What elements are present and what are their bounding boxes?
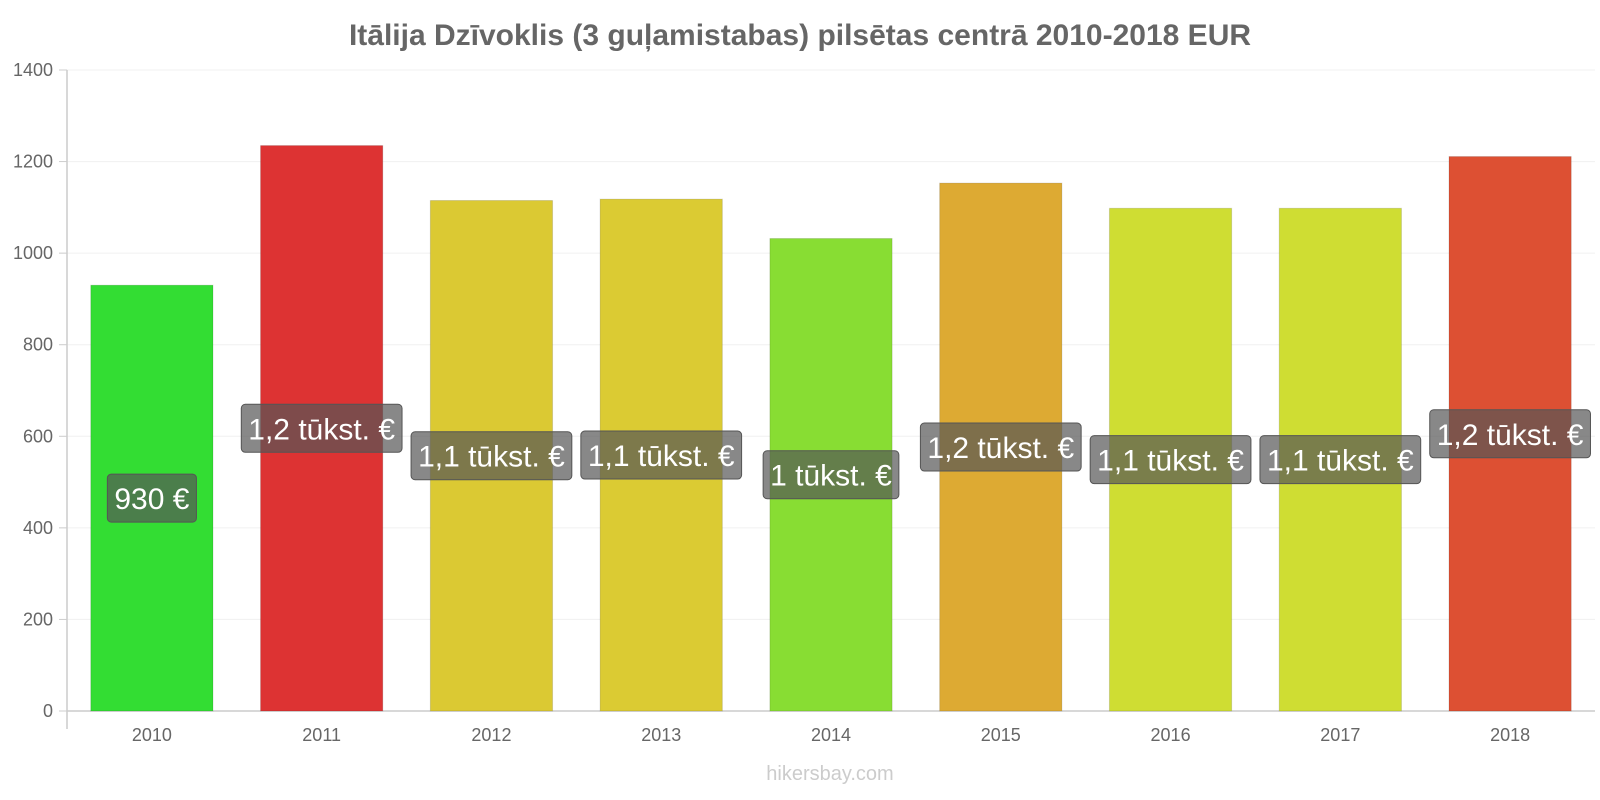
data-label-2013: 1,1 tūkst. € (580, 430, 743, 480)
data-label-box (240, 403, 403, 453)
data-label-2016: 1,1 tūkst. € (1089, 435, 1252, 485)
x-tick-label: 2014 (811, 725, 851, 745)
y-tick-label: 1200 (13, 152, 53, 172)
data-label-box (410, 431, 573, 481)
data-label-text: 1,2 tūkst. € (927, 432, 1074, 465)
data-label-text: 1,2 tūkst. € (248, 413, 395, 446)
y-tick-labels: 0 200 400 600 800 1000 1200 1400 (13, 60, 67, 721)
data-label-text: 1,1 tūkst. € (1097, 445, 1244, 478)
data-label-text: 1,1 tūkst. € (1267, 445, 1414, 478)
chart-title: Itālija Dzīvoklis (3 guļamistabas) pilsē… (349, 19, 1251, 52)
data-label-2010: 930 € (106, 473, 197, 523)
x-tick-label: 2012 (471, 725, 511, 745)
x-tick-label: 2018 (1490, 725, 1530, 745)
x-tick-label: 2016 (1151, 725, 1191, 745)
data-label-2018: 1,2 tūkst. € (1429, 409, 1591, 459)
y-tick-label: 800 (23, 335, 53, 355)
data-label-text: 930 € (114, 483, 189, 516)
data-label-text: 1,1 tūkst. € (588, 440, 735, 473)
data-label-box (1429, 409, 1591, 459)
y-tick-label: 200 (23, 609, 53, 629)
data-label-2011: 1,2 tūkst. € (240, 403, 403, 453)
data-label-2014: 1 tūkst. € (762, 450, 900, 500)
credit-text: hikersbay.com (766, 763, 893, 785)
data-label-2015: 1,2 tūkst. € (919, 422, 1082, 472)
x-tick-labels: 2010 2011 2012 2013 2014 2015 2016 2017 2018 (132, 725, 1530, 745)
data-label-2017: 1,1 tūkst. € (1259, 435, 1422, 485)
y-tick-label: 400 (23, 518, 53, 538)
x-tick-label: 2015 (981, 725, 1021, 745)
data-label-text: 1,1 tūkst. € (418, 441, 565, 474)
data-label-box (762, 450, 900, 500)
data-label-box (1259, 435, 1422, 485)
data-label-box (106, 473, 197, 523)
data-label-box (919, 422, 1082, 472)
data-label-box (1089, 435, 1252, 485)
y-tick-label: 1000 (13, 243, 53, 263)
x-tick-label: 2017 (1320, 725, 1360, 745)
y-tick-label: 1400 (13, 60, 53, 80)
data-label-text: 1,2 tūkst. € (1437, 419, 1584, 452)
y-tick-label: 600 (23, 426, 53, 446)
x-tick-label: 2011 (302, 725, 341, 745)
y-tick-label: 0 (43, 701, 53, 721)
data-label-text: 1 tūkst. € (770, 460, 892, 493)
x-tick-label: 2013 (641, 725, 681, 745)
x-tick-label: 2010 (132, 725, 172, 745)
data-label-2012: 1,1 tūkst. € (410, 431, 573, 481)
data-label-box (580, 430, 743, 480)
data-labels: 930 € 1,2 tūkst. € 1,1 tūkst. € 1,1 tūkst. … (106, 403, 1591, 523)
